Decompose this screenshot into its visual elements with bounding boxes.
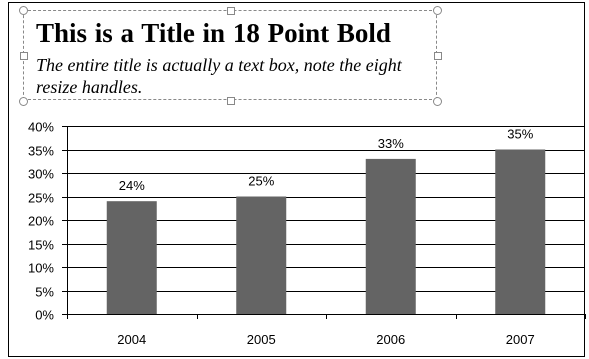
bar bbox=[106, 201, 157, 314]
x-tick-label: 2007 bbox=[506, 332, 535, 347]
y-tick-label: 35% bbox=[28, 144, 54, 159]
resize-handle-top-left[interactable] bbox=[19, 6, 28, 15]
bar bbox=[236, 196, 287, 314]
data-label: 24% bbox=[119, 178, 145, 193]
y-tick-label: 0% bbox=[35, 308, 54, 323]
chart-title: This is a Title in 18 Point Bold bbox=[36, 18, 391, 48]
resize-handle-top-right[interactable] bbox=[433, 6, 442, 15]
chart-subtitle: The entire title is actually a text box,… bbox=[36, 55, 402, 97]
y-tick-label: 15% bbox=[28, 238, 54, 253]
resize-handle-bottom-right[interactable] bbox=[433, 97, 442, 106]
resize-handle-bottom-left[interactable] bbox=[19, 97, 28, 106]
resize-handle-bottom-middle[interactable] bbox=[227, 97, 235, 105]
y-tick-label: 10% bbox=[28, 261, 54, 276]
data-label: 35% bbox=[507, 127, 533, 142]
x-tick-label: 2006 bbox=[376, 332, 405, 347]
chart-area bbox=[8, 2, 585, 357]
y-tick-label: 40% bbox=[28, 120, 54, 135]
resize-handle-middle-left[interactable] bbox=[20, 52, 28, 60]
data-label: 25% bbox=[248, 174, 274, 189]
resize-handle-middle-right[interactable] bbox=[434, 52, 442, 60]
data-label: 33% bbox=[378, 136, 404, 151]
bar bbox=[365, 158, 416, 314]
x-tick-label: 2005 bbox=[247, 332, 276, 347]
resize-handle-top-middle[interactable] bbox=[227, 7, 235, 15]
bar bbox=[495, 149, 546, 314]
y-tick-label: 20% bbox=[28, 214, 54, 229]
x-tick-label: 2004 bbox=[117, 332, 146, 347]
y-tick-label: 5% bbox=[35, 285, 54, 300]
y-tick-label: 30% bbox=[28, 167, 54, 182]
y-tick-label: 25% bbox=[28, 191, 54, 206]
